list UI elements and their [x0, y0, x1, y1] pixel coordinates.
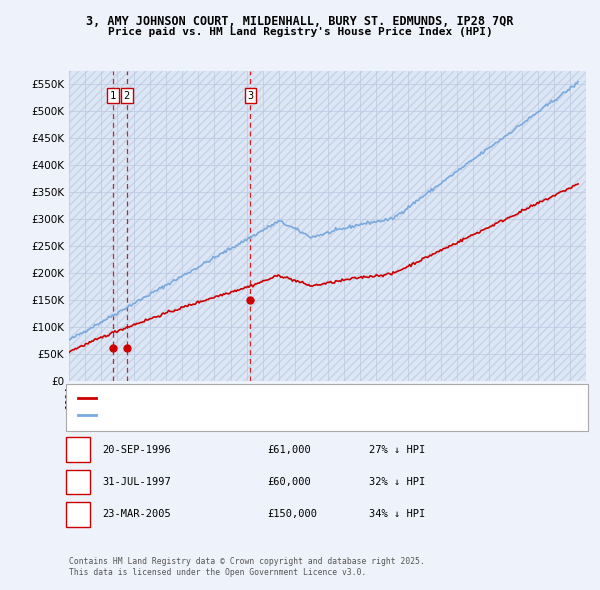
Text: 2: 2: [124, 91, 130, 100]
Text: 3: 3: [247, 91, 253, 100]
Text: Contains HM Land Registry data © Crown copyright and database right 2025.: Contains HM Land Registry data © Crown c…: [69, 558, 425, 566]
Text: HPI: Average price, detached house, West Suffolk: HPI: Average price, detached house, West…: [101, 411, 353, 420]
Text: 3, AMY JOHNSON COURT, MILDENHALL, BURY ST. EDMUNDS, IP28 7QR: 3, AMY JOHNSON COURT, MILDENHALL, BURY S…: [86, 15, 514, 28]
Text: 20-SEP-1996: 20-SEP-1996: [102, 445, 171, 454]
Text: 31-JUL-1997: 31-JUL-1997: [102, 477, 171, 487]
Text: 3: 3: [75, 510, 81, 519]
Text: 2: 2: [75, 477, 81, 487]
Text: 27% ↓ HPI: 27% ↓ HPI: [369, 445, 425, 454]
Text: £61,000: £61,000: [267, 445, 311, 454]
Text: 32% ↓ HPI: 32% ↓ HPI: [369, 477, 425, 487]
Text: 1: 1: [110, 91, 116, 100]
Text: 23-MAR-2005: 23-MAR-2005: [102, 510, 171, 519]
Text: £60,000: £60,000: [267, 477, 311, 487]
Text: This data is licensed under the Open Government Licence v3.0.: This data is licensed under the Open Gov…: [69, 568, 367, 577]
Text: Price paid vs. HM Land Registry's House Price Index (HPI): Price paid vs. HM Land Registry's House …: [107, 27, 493, 37]
Text: £150,000: £150,000: [267, 510, 317, 519]
Text: 1: 1: [75, 445, 81, 454]
Text: 34% ↓ HPI: 34% ↓ HPI: [369, 510, 425, 519]
Text: 3, AMY JOHNSON COURT, MILDENHALL, BURY ST. EDMUNDS, IP28 7QR (detached house): 3, AMY JOHNSON COURT, MILDENHALL, BURY S…: [101, 394, 505, 402]
